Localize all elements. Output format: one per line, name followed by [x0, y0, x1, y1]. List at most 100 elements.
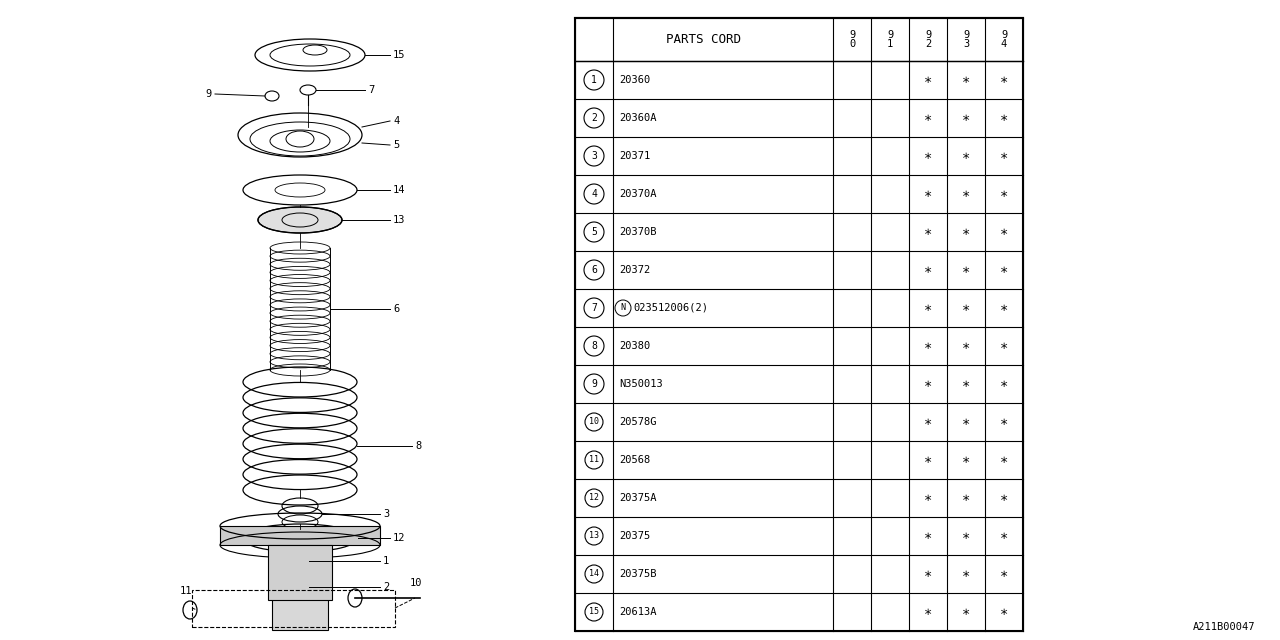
Ellipse shape [259, 207, 342, 233]
Text: ∗: ∗ [924, 263, 932, 277]
Text: ∗: ∗ [924, 567, 932, 581]
Text: N: N [621, 303, 626, 312]
Text: 20375: 20375 [620, 531, 650, 541]
Text: ∗: ∗ [961, 377, 970, 391]
Bar [294, 558, 306, 590]
Text: ∗: ∗ [924, 529, 932, 543]
Text: ∗: ∗ [1000, 491, 1009, 505]
Text: 1: 1 [383, 556, 389, 566]
Text: ∗: ∗ [1000, 149, 1009, 163]
Text: ∗: ∗ [961, 149, 970, 163]
Text: ∗: ∗ [961, 301, 970, 315]
Text: 11: 11 [589, 456, 599, 465]
Text: 20360A: 20360A [620, 113, 657, 123]
Bar [268, 545, 332, 600]
Text: ∗: ∗ [961, 529, 970, 543]
Text: ∗: ∗ [1000, 377, 1009, 391]
Text: 20375A: 20375A [620, 493, 657, 503]
Text: 15: 15 [393, 50, 406, 60]
Text: 9
3: 9 3 [963, 30, 969, 49]
Bar [220, 526, 380, 545]
Text: ∗: ∗ [924, 605, 932, 619]
Text: 15: 15 [589, 607, 599, 616]
Text: 14: 14 [589, 570, 599, 579]
Text: 4: 4 [591, 189, 596, 199]
Text: 6: 6 [393, 304, 399, 314]
Text: 5: 5 [591, 227, 596, 237]
Text: ∗: ∗ [924, 339, 932, 353]
Text: ∗: ∗ [1000, 453, 1009, 467]
Text: 023512006(2): 023512006(2) [634, 303, 708, 313]
Text: ∗: ∗ [961, 225, 970, 239]
Text: 4: 4 [393, 116, 399, 126]
Text: 11: 11 [179, 586, 192, 596]
Text: 20370B: 20370B [620, 227, 657, 237]
Text: 12: 12 [589, 493, 599, 502]
Text: 13: 13 [393, 215, 406, 225]
Bar [192, 590, 396, 627]
Text: 9
0: 9 0 [849, 30, 855, 49]
Text: ∗: ∗ [1000, 605, 1009, 619]
Bar [575, 18, 1023, 631]
Text: ∗: ∗ [1000, 73, 1009, 87]
Text: 20360: 20360 [620, 75, 650, 85]
Text: ∗: ∗ [924, 415, 932, 429]
Text: 2: 2 [591, 113, 596, 123]
Text: 20578G: 20578G [620, 417, 657, 427]
Text: ∗: ∗ [924, 377, 932, 391]
Text: 7: 7 [369, 85, 374, 95]
Text: 20380: 20380 [620, 341, 650, 351]
Text: 3: 3 [591, 151, 596, 161]
Text: ∗: ∗ [961, 491, 970, 505]
Text: ∗: ∗ [961, 187, 970, 201]
Text: ∗: ∗ [924, 453, 932, 467]
Text: 9
1: 9 1 [887, 30, 893, 49]
Text: 9
4: 9 4 [1001, 30, 1007, 49]
Text: 20568: 20568 [620, 455, 650, 465]
Text: 5: 5 [393, 140, 399, 150]
Text: 13: 13 [589, 531, 599, 541]
Text: ∗: ∗ [961, 415, 970, 429]
Text: ∗: ∗ [924, 301, 932, 315]
Text: ∗: ∗ [961, 567, 970, 581]
Text: ∗: ∗ [924, 491, 932, 505]
Text: ∗: ∗ [1000, 225, 1009, 239]
Text: N350013: N350013 [620, 379, 663, 389]
Text: ∗: ∗ [1000, 263, 1009, 277]
Text: 1: 1 [591, 75, 596, 85]
Text: ∗: ∗ [961, 453, 970, 467]
Text: ∗: ∗ [1000, 567, 1009, 581]
Text: ∗: ∗ [961, 339, 970, 353]
Text: 20372: 20372 [620, 265, 650, 275]
Text: 9
2: 9 2 [925, 30, 931, 49]
Text: PARTS CORD: PARTS CORD [667, 33, 741, 46]
Text: ∗: ∗ [1000, 415, 1009, 429]
Text: 9: 9 [591, 379, 596, 389]
Text: ∗: ∗ [1000, 301, 1009, 315]
Bar [273, 590, 328, 630]
Text: A211B00047: A211B00047 [1193, 622, 1254, 632]
Text: ∗: ∗ [924, 149, 932, 163]
Text: 3: 3 [383, 509, 389, 519]
Text: ∗: ∗ [1000, 111, 1009, 125]
Text: ∗: ∗ [961, 605, 970, 619]
Text: 8: 8 [415, 441, 421, 451]
Text: ∗: ∗ [1000, 339, 1009, 353]
Text: 10: 10 [589, 417, 599, 426]
Text: ∗: ∗ [924, 73, 932, 87]
Text: 12: 12 [393, 533, 406, 543]
Text: 20370A: 20370A [620, 189, 657, 199]
Text: ∗: ∗ [1000, 187, 1009, 201]
Text: 20613A: 20613A [620, 607, 657, 617]
Text: ∗: ∗ [924, 225, 932, 239]
Text: 10: 10 [410, 578, 422, 588]
Text: 9: 9 [206, 89, 212, 99]
Text: 6: 6 [591, 265, 596, 275]
Text: 2: 2 [383, 582, 389, 592]
Text: 8: 8 [591, 341, 596, 351]
Text: 20371: 20371 [620, 151, 650, 161]
Text: 14: 14 [393, 185, 406, 195]
Text: ∗: ∗ [1000, 529, 1009, 543]
Text: ∗: ∗ [961, 111, 970, 125]
Text: ∗: ∗ [924, 187, 932, 201]
